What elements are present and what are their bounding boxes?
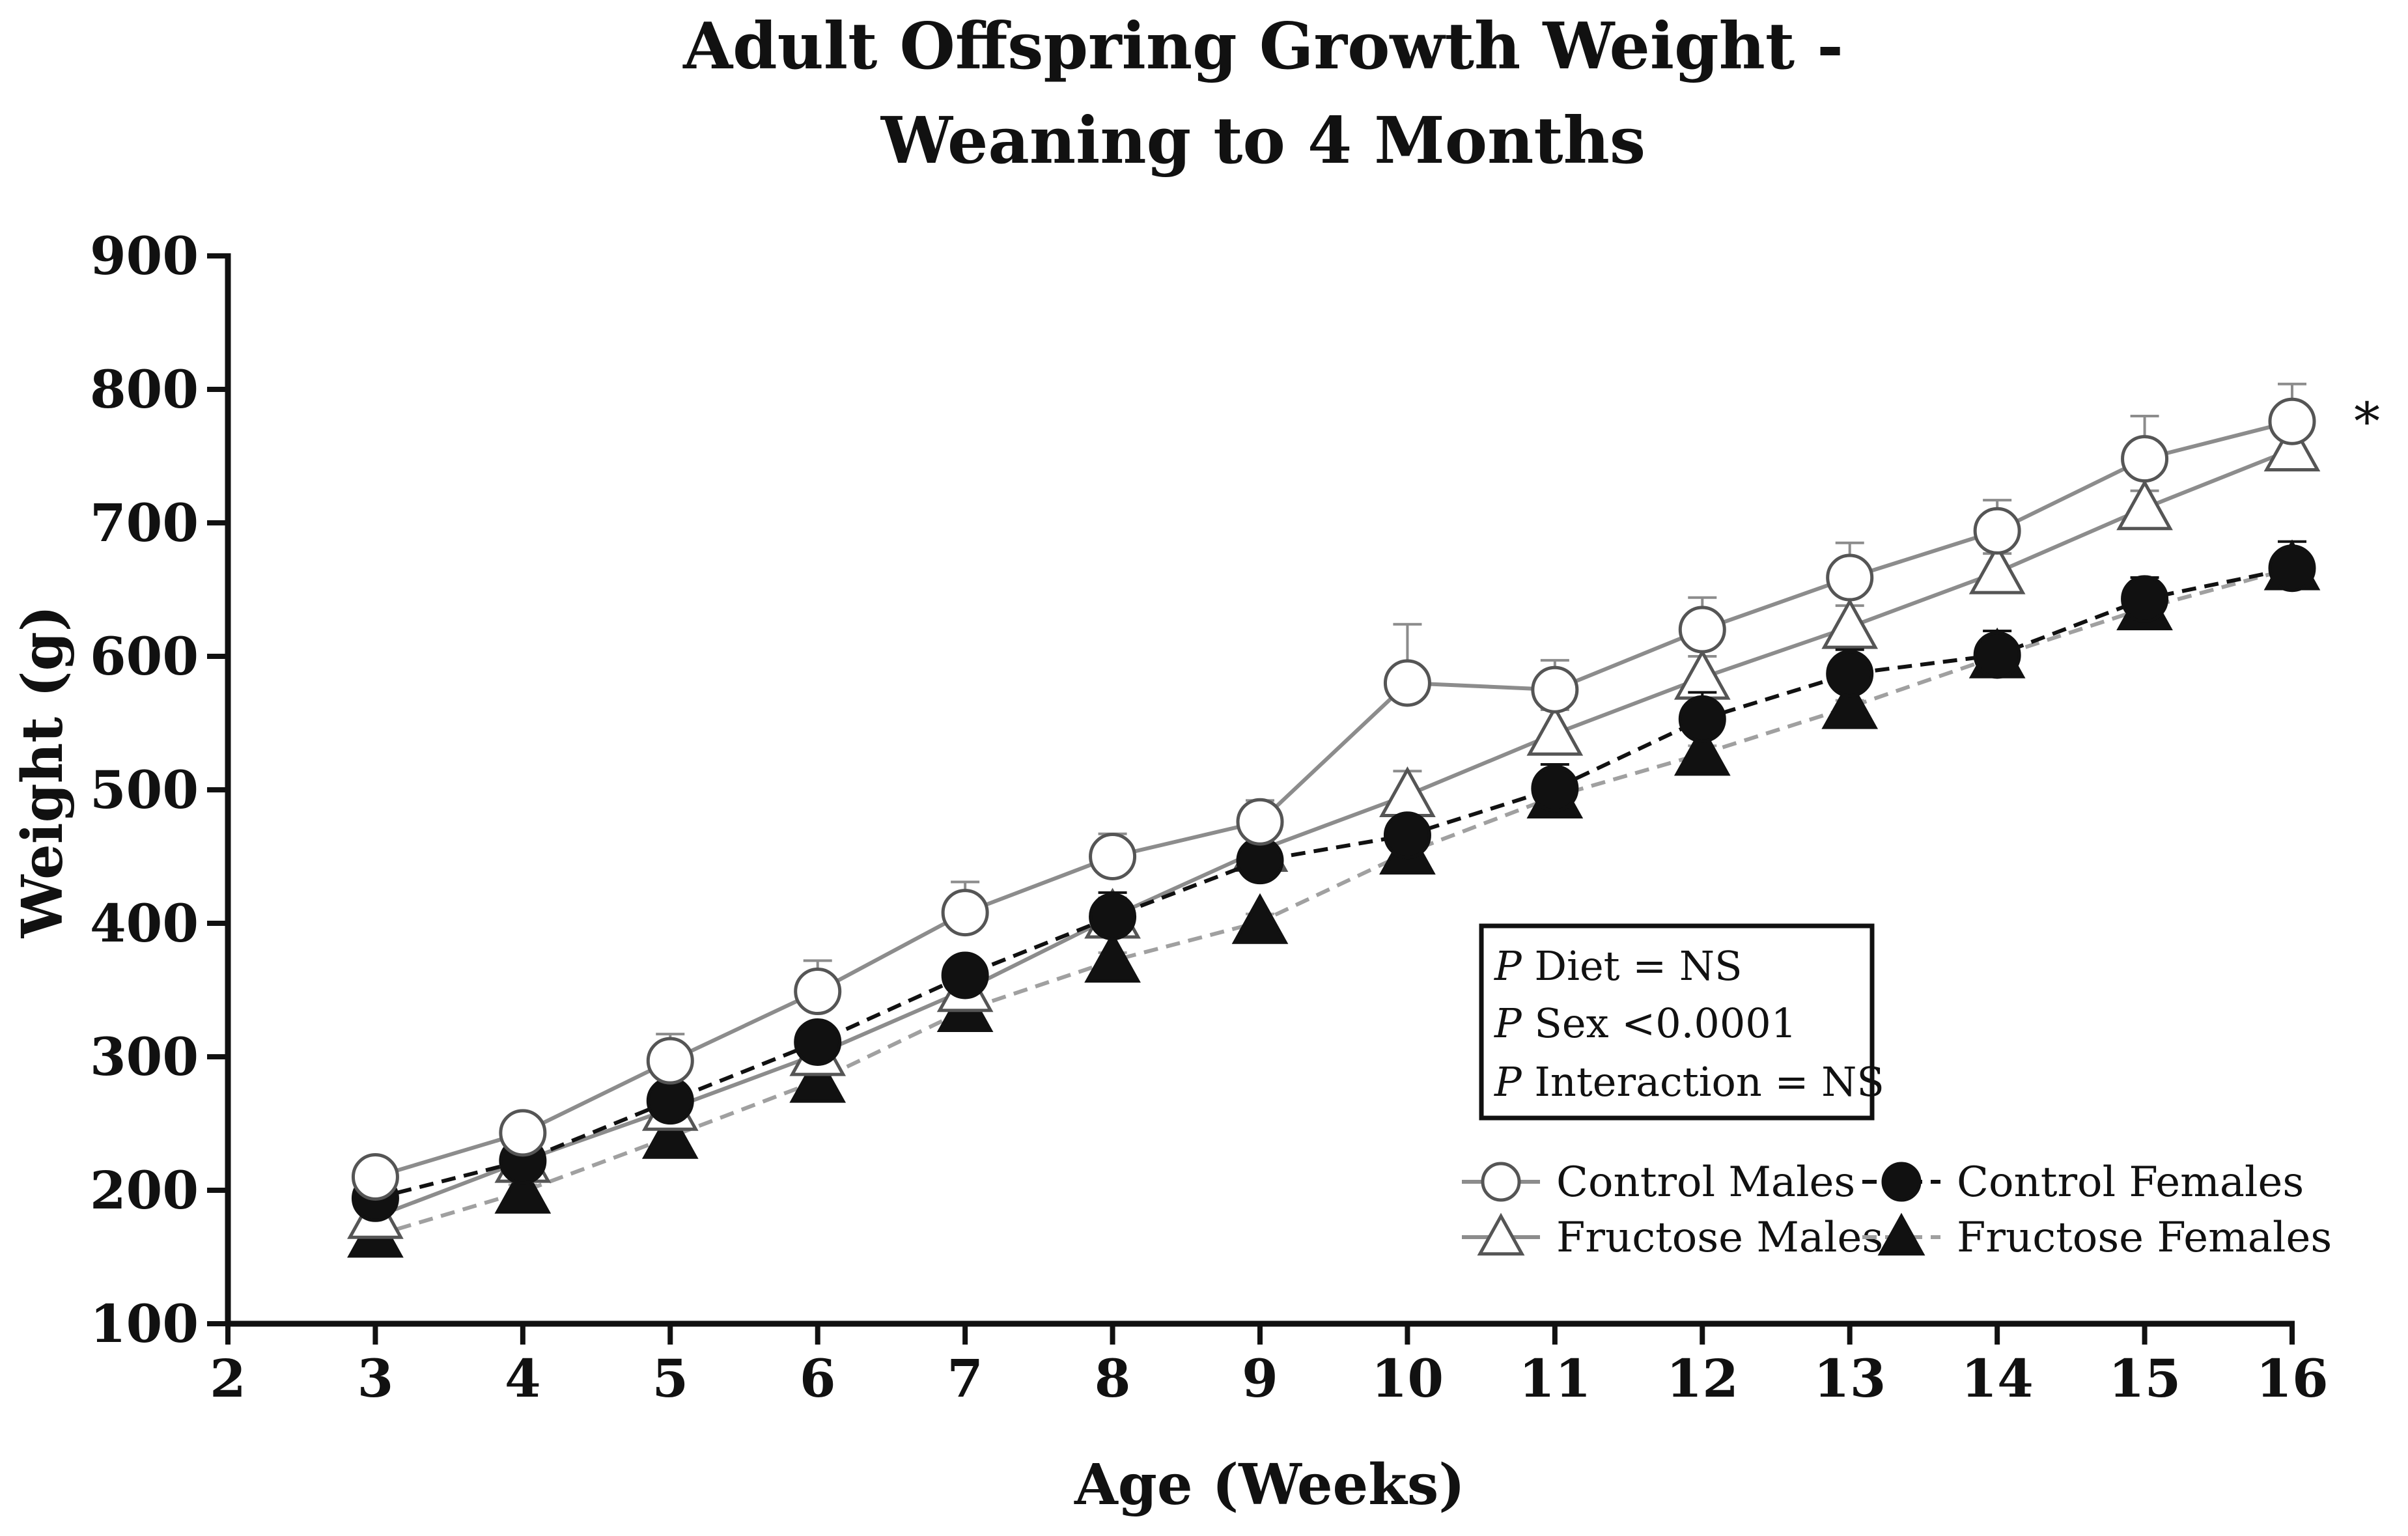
y-tick-label: 400 [90,893,199,954]
axes: 100 200 300 400 500 600 700 800 900 2 3 4 5 6 7 8 9 10 11 1… [90,225,2329,1409]
data-point [1678,606,1726,654]
data-point [1968,543,2026,594]
x-tick-label: 7 [947,1348,983,1409]
series-control-males [351,382,2316,1201]
series-line [374,566,2293,1201]
data-point [941,889,989,937]
data-point [1821,598,1879,649]
series-line [374,447,2293,1219]
data-point [2121,435,2169,483]
y-tick-label: 500 [90,759,199,820]
x-tick-label: 13 [1813,1348,1886,1409]
data-point [499,1109,547,1157]
x-tick-label: 16 [2256,1348,2328,1409]
series-line [374,566,2293,1238]
stats-box: P Diet = NS P Sex <0.0001 P Interaction … [1479,923,1884,1121]
x-tick-label: 14 [1961,1348,2033,1409]
data-point [2121,575,2169,623]
data-point [1383,811,1431,859]
y-tick-label: 900 [90,225,199,286]
data-point [1383,659,1431,707]
x-tick-label: 4 [505,1348,541,1409]
legend-marker [1881,1162,1922,1202]
data-point [1089,833,1137,880]
legend-item-control-males: Control Males [1462,1158,1855,1207]
legend-item-fructose-females: Fructose Females [1862,1212,2332,1262]
legend-marker [1477,1212,1525,1256]
y-tick-label: 300 [90,1026,199,1087]
legend-item-fructose-males: Fructose Males [1462,1212,1883,1262]
data-point [2263,421,2321,472]
data-point [1379,766,1436,817]
series-fructose-females [347,539,2321,1258]
stat-sex: P Sex <0.0001 [1494,999,1797,1047]
data-point [1973,507,2021,555]
data-point [646,1037,694,1085]
y-axis-title: Weight (g) [10,606,76,939]
x-tick-label: 5 [652,1348,688,1409]
legend-marker [1877,1212,1925,1256]
data-point [646,1077,694,1125]
data-point [2268,544,2316,593]
x-tick-label: 10 [1371,1348,1444,1409]
x-tick-label: 2 [210,1348,246,1409]
stat-diet: P Diet = NS [1494,942,1743,990]
legend-marker [1481,1162,1521,1202]
data-point [794,968,842,1016]
data-point [1673,725,1731,776]
series-layer [347,382,2321,1258]
stat-interaction: P Interaction = NS [1494,1058,1884,1106]
data-point [1089,893,1137,941]
data-point [2116,479,2173,531]
chart-title-line-2: Weaning to 4 Months [880,104,1645,178]
data-point [789,1052,847,1103]
data-point [794,1018,842,1066]
data-point [1231,893,1289,944]
legend-label: Control Males [1556,1158,1855,1207]
y-tick-label: 100 [90,1293,199,1354]
data-point [1826,553,1874,602]
data-point [351,1153,399,1201]
legend-label: Fructose Females [1957,1214,2332,1262]
y-tick-label: 700 [90,492,199,553]
data-point [1826,650,1874,698]
y-tick-label: 600 [90,626,199,687]
legend-item-control-females: Control Females [1862,1158,2304,1207]
significance-marker: * [2354,391,2380,452]
data-point [1821,678,1879,729]
data-point [1531,764,1579,813]
x-tick-label: 3 [357,1348,394,1409]
chart-title-line-1: Adult Offspring Growth Weight - [682,9,1843,84]
y-tick-label: 800 [90,359,199,420]
x-tick-label: 9 [1242,1348,1278,1409]
legend-label: Fructose Males [1556,1214,1883,1262]
data-point [2268,397,2316,445]
x-tick-label: 15 [2108,1348,2181,1409]
x-tick-label: 12 [1666,1348,1739,1409]
data-point [641,1108,699,1159]
data-point [1973,631,2021,679]
series-control-females [351,540,2316,1222]
legend-label: Control Females [1957,1158,2304,1207]
series-line [374,419,2293,1179]
x-tick-label: 6 [800,1348,836,1409]
x-tick-label: 11 [1519,1348,1591,1409]
x-axis-title: Age (Weeks) [1074,1452,1465,1518]
data-point [1678,695,1726,743]
data-point [1084,932,1141,983]
data-point [1526,705,1584,756]
data-point [1531,665,1579,714]
legend: Control Males Fructose Males Control Femal… [1462,1158,2332,1262]
x-tick-label: 8 [1095,1348,1131,1409]
data-point [1236,798,1284,846]
y-tick-label: 200 [90,1160,199,1221]
series-fructose-males [347,421,2321,1239]
data-point [941,951,989,999]
data-point [494,1162,552,1214]
